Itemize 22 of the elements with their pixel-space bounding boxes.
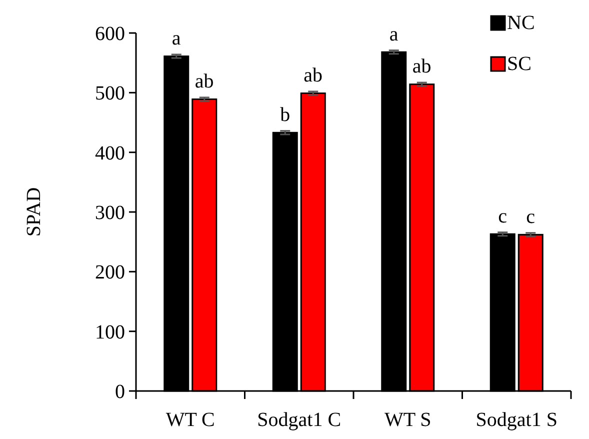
y-axis-title: SPAD [23,187,45,237]
data-label: ab [194,70,214,92]
x-tick-label: Sodgat1 C [257,409,342,431]
y-tick-label: 400 [95,142,125,164]
legend-label: NC [507,12,535,34]
y-tick-label: 300 [95,202,125,224]
y-tick-label: 500 [95,82,125,105]
x-tick-label: WT C [166,409,215,431]
data-label: a [172,27,181,50]
y-tick-label: 600 [95,23,125,45]
y-tick-label: 100 [95,321,125,344]
data-label: a [389,23,398,46]
data-label: c [526,206,536,228]
y-tick-label: 200 [95,262,125,284]
x-tick-label: WT S [384,409,432,431]
x-tick-label: Sodgat1 S [476,409,558,431]
data-label: ab [412,56,432,78]
legend-label: SC [507,53,532,75]
data-label: c [498,205,508,228]
data-label: ab [304,64,323,86]
data-label: b [280,104,290,126]
y-tick-label: 0 [115,381,125,403]
